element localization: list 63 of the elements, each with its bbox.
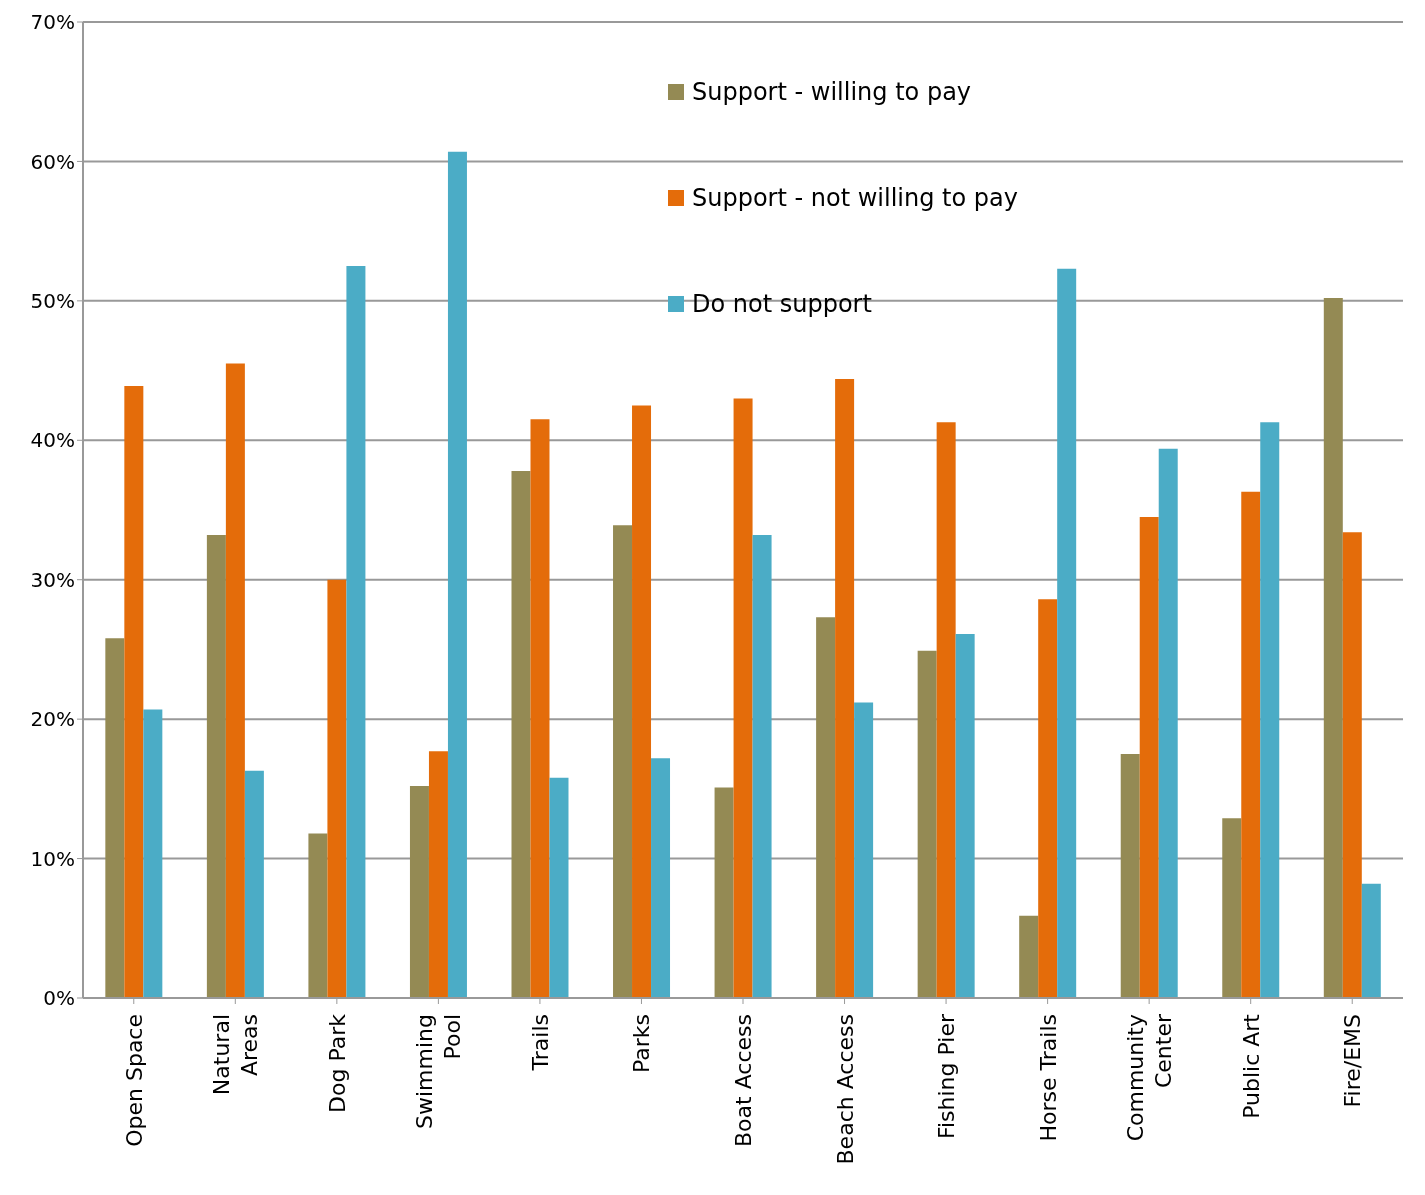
bar [955,634,975,998]
x-tick-label: Public Art [1238,1013,1264,1119]
bar [752,535,772,998]
bar [733,398,753,998]
x-tick-label: Community Center [1123,1013,1177,1142]
x-tick-label: Open Space [121,1014,147,1147]
x-tick-label: Fire/EMS [1340,1014,1366,1108]
bar [651,758,671,998]
bar [511,470,531,998]
y-tick-label: 70% [30,10,75,35]
legend-label: Do not support [692,290,872,318]
y-tick-label: 0% [43,986,75,1011]
bar [917,650,937,998]
bar [308,833,328,998]
bar [549,777,569,998]
bar [1038,599,1058,998]
bar [632,405,652,998]
y-tick-label: 30% [30,567,75,592]
bar [1019,915,1039,998]
bar [936,422,956,998]
bar [105,638,125,998]
y-tick-label: 40% [30,428,75,453]
x-tick-label: Swimming Pool [412,1014,466,1129]
bar [447,151,467,998]
bar [530,419,550,998]
bar [714,787,734,998]
bar [244,770,264,998]
x-tick-label: Fishing Pier [934,1013,960,1140]
bar [409,786,429,998]
bar [1323,298,1343,998]
legend-label: Support - not willing to pay [692,184,1018,212]
legend-label: Support - willing to pay [692,78,972,106]
y-tick-label: 10% [30,846,75,871]
bar [124,385,144,998]
bar [1158,448,1178,998]
bar [1361,883,1381,998]
bar [225,363,245,998]
y-tick-label: 20% [30,707,75,732]
y-tick-label: 60% [30,149,75,174]
bar [327,579,347,998]
x-tick-label: Dog Park [324,1013,350,1113]
bar [1241,491,1261,998]
bar [1139,516,1159,998]
bar [206,535,226,998]
x-tick-label: Natural Areas [209,1014,263,1096]
bar [854,702,874,998]
y-tick-label: 50% [30,288,75,313]
bar [346,266,366,998]
x-tick-label: Horse Trails [1035,1014,1061,1142]
x-tick-label: Boat Access [731,1014,756,1147]
x-tick-label: Parks [629,1014,655,1074]
bar [1260,422,1280,998]
x-tick-label: Beach Access [832,1014,858,1165]
bar [1057,268,1077,998]
bar [143,709,163,998]
bar [816,617,836,998]
x-tick-label: Trails [527,1014,553,1072]
bar [613,525,633,998]
bar [835,378,855,998]
bar [428,751,448,998]
bar [1222,818,1242,998]
bar [1120,754,1140,998]
bar [1342,532,1362,998]
